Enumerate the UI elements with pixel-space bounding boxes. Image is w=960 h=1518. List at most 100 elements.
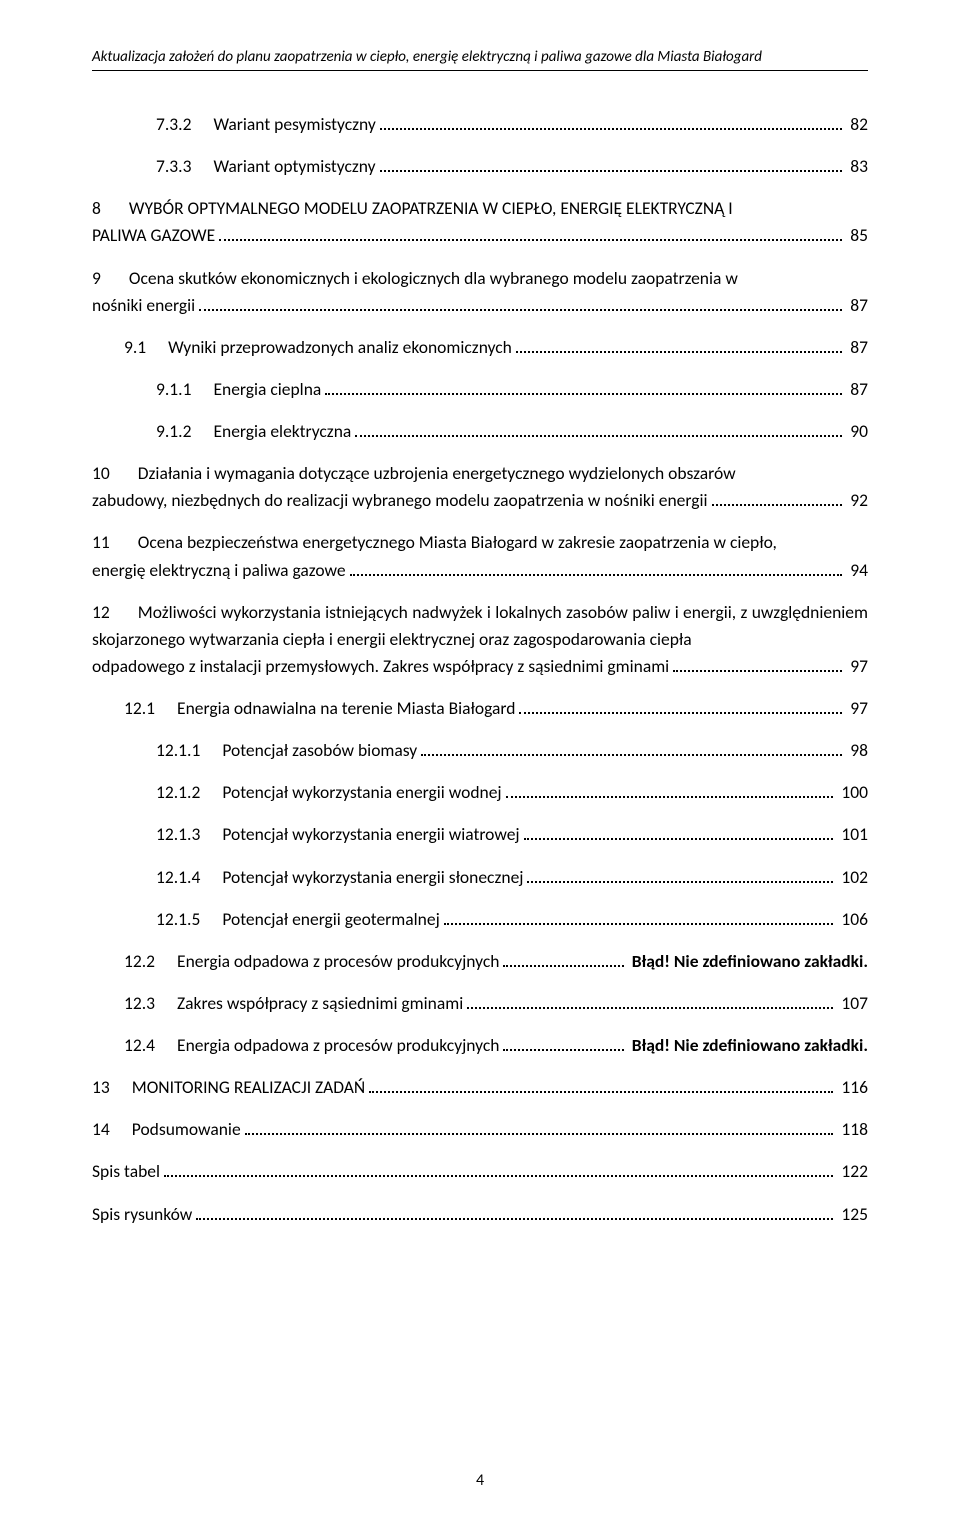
toc-entry-text: Podsumowanie [132,1116,241,1143]
toc-leader [712,491,843,507]
toc-entry-number: 14 [92,1116,132,1143]
toc-entry: 7.3.2Wariant pesymistyczny 82 [92,111,868,138]
toc-entry-number: 9 [92,265,129,292]
toc-entry-body: 12Możliwości wykorzystania istniejących … [92,599,868,653]
toc-entry-lastline: PALIWA GAZOWE 85 [92,222,868,249]
toc-entry-page: Błąd! Nie zdefiniowano zakładki. [628,948,868,975]
toc-leader [421,740,842,756]
toc-leader [380,114,842,130]
toc-entry-page: 97 [846,695,868,722]
toc-entry-page: 83 [846,153,868,180]
toc-entry-page: 98 [846,737,868,764]
toc-entry-lastline: energię elektryczną i paliwa gazowe 94 [92,557,868,584]
page-container: Aktualizacja założeń do planu zaopatrzen… [0,0,960,1518]
toc-entry: 13MONITORING REALIZACJI ZADAŃ 116 [92,1074,868,1101]
toc-entry: 12.1.4Potencjał wykorzystania energii sł… [92,864,868,891]
toc-entry-page: 87 [846,292,868,319]
toc-entry: 14Podsumowanie 118 [92,1116,868,1143]
toc-entry: 7.3.3Wariant optymistyczny 83 [92,153,868,180]
toc-entry-number: 11 [92,529,138,556]
toc-entry-text: Wariant optymistyczny [213,153,375,180]
toc-entry-text: Spis tabel [92,1158,160,1185]
toc-leader [245,1120,834,1136]
table-of-contents: 7.3.2Wariant pesymistyczny 82 7.3.3Warian… [92,111,868,1228]
toc-entry-page: 118 [837,1116,868,1143]
toc-entry-page: 101 [837,821,868,848]
toc-entry-text: Energia cieplna [213,376,321,403]
toc-entry-number: 12.1.3 [156,821,222,848]
toc-leader [325,379,842,395]
toc-entry: 12.1.3Potencjał wykorzystania energii wi… [92,821,868,848]
toc-entry-lastline: odpadowego z instalacji przemysłowych. Z… [92,653,868,680]
toc-entry-number: 10 [92,460,138,487]
toc-entry-number: 8 [92,195,129,222]
toc-entry-number: 9.1.2 [156,418,213,445]
toc-entry: 12.1.5Potencjał energii geotermalnej 106 [92,906,868,933]
toc-entry-text: Energia elektryczna [213,418,351,445]
toc-entry-text: Zakres współpracy z sąsiednimi gminami [177,990,463,1017]
toc-entry-number: 7.3.2 [156,111,213,138]
toc-entry-body: 10Działania i wymagania dotyczące uzbroj… [92,460,868,487]
toc-entry-page: 107 [837,990,868,1017]
toc-entry-number: 12.1.4 [156,864,222,891]
toc-entry-page: 87 [846,376,868,403]
toc-entry-text: Potencjał wykorzystania energii słoneczn… [222,864,523,891]
toc-entry: 12.1.1Potencjał zasobów biomasy 98 [92,737,868,764]
toc-entry-number: 12.1.1 [156,737,222,764]
toc-entry: 9.1Wyniki przeprowadzonych analiz ekonom… [92,334,868,361]
toc-entry: 12Możliwości wykorzystania istniejących … [92,599,868,680]
toc-entry-text: Energia odnawialna na terenie Miasta Bia… [177,695,515,722]
toc-leader [516,337,842,353]
toc-entry-page: 87 [846,334,868,361]
toc-entry-text: Energia odpadowa z procesów produkcyjnyc… [177,948,499,975]
toc-entry-page: 106 [837,906,868,933]
toc-leader [355,421,842,437]
toc-leader [519,698,842,714]
toc-leader [196,1204,833,1220]
toc-entry: 11Ocena bezpieczeństwa energetycznego Mi… [92,529,868,583]
toc-leader [199,295,842,311]
toc-entry-text: Spis rysunków [92,1201,192,1228]
toc-entry-text: Energia odpadowa z procesów produkcyjnyc… [177,1032,499,1059]
toc-entry-number: 12.1.5 [156,906,222,933]
toc-entry: Spis tabel 122 [92,1158,868,1185]
toc-entry-text: Wyniki przeprowadzonych analiz ekonomicz… [168,334,512,361]
toc-entry-page: 94 [846,557,868,584]
toc-entry-text: Potencjał wykorzystania energii wodnej [222,779,501,806]
toc-entry-number: 12 [92,599,138,626]
toc-entry-lastline: nośniki energii 87 [92,292,868,319]
toc-entry-number: 13 [92,1074,132,1101]
toc-leader [524,825,834,841]
toc-entry-page: 125 [837,1201,868,1228]
toc-entry-lastline: zabudowy, niezbędnych do realizacji wybr… [92,487,868,514]
toc-entry-page: 90 [846,418,868,445]
toc-entry: 12.3Zakres współpracy z sąsiednimi gmina… [92,990,868,1017]
toc-leader [503,1035,623,1051]
toc-entry-page: 82 [846,111,868,138]
toc-entry: 9.1.1Energia cieplna 87 [92,376,868,403]
toc-entry-number: 12.1 [124,695,177,722]
toc-entry-page: 97 [846,653,868,680]
toc-entry-text: Wariant pesymistyczny [213,111,375,138]
toc-entry: 12.1Energia odnawialna na terenie Miasta… [92,695,868,722]
toc-entry-page: 116 [837,1074,868,1101]
toc-entry-page: 100 [837,779,868,806]
toc-entry: 8WYBÓR OPTYMALNEGO MODELU ZAOPATRZENIA W… [92,195,868,249]
toc-entry-text: PALIWA GAZOWE [92,222,215,249]
toc-entry-body: 9Ocena skutków ekonomicznych i ekologicz… [92,265,868,292]
toc-entry: 10Działania i wymagania dotyczące uzbroj… [92,460,868,514]
toc-entry-number: 12.3 [124,990,177,1017]
page-number: 4 [0,1471,960,1490]
toc-leader [527,867,833,883]
toc-entry-page: 102 [837,864,868,891]
toc-entry-number: 12.2 [124,948,177,975]
toc-entry-number: 9.1.1 [156,376,213,403]
toc-entry-text: odpadowego z instalacji przemysłowych. Z… [92,653,669,680]
toc-leader [444,909,834,925]
toc-entry-body: 11Ocena bezpieczeństwa energetycznego Mi… [92,529,868,556]
toc-entry-text: MONITORING REALIZACJI ZADAŃ [132,1074,365,1101]
toc-entry-text: Potencjał wykorzystania energii wiatrowe… [222,821,519,848]
toc-entry: 12.1.2Potencjał wykorzystania energii wo… [92,779,868,806]
toc-entry: Spis rysunków 125 [92,1201,868,1228]
toc-leader [350,560,843,576]
